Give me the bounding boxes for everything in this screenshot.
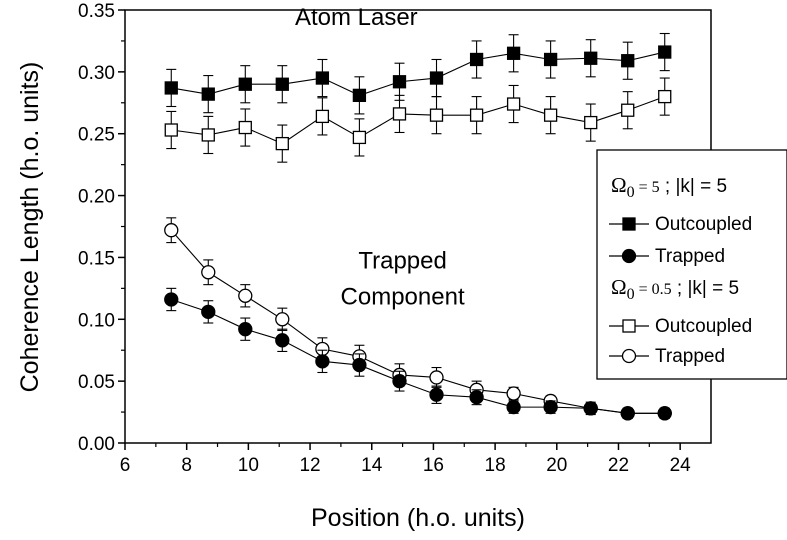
x-tick-label: 8 <box>181 455 192 476</box>
data-point <box>275 312 290 327</box>
data-point <box>201 128 215 142</box>
data-point <box>275 333 290 348</box>
series-1-trapped <box>164 287 672 421</box>
x-tick-label: 14 <box>361 455 383 476</box>
data-point <box>352 357 367 373</box>
x-tick-label: 24 <box>670 455 692 476</box>
legend: Ω0 = 5 ; |k| = 5 Outcoupled Trapped Ω0 = 0.… <box>596 149 787 380</box>
y-tick-label: 0.35 <box>78 1 115 22</box>
annotation-layer: Atom Laser Trapped Component <box>295 4 465 311</box>
x-tick-label: 22 <box>608 455 629 476</box>
data-point <box>621 103 635 117</box>
data-point <box>506 46 521 60</box>
y-axis-label: Coherence Length (h.o. units) <box>16 62 44 393</box>
x-tick-label: 6 <box>120 455 131 476</box>
legend-header-group2: Ω0 = 0.5 ; |k| = 5 <box>611 275 739 303</box>
data-point <box>658 89 672 104</box>
data-point <box>238 120 252 135</box>
series-layer <box>164 32 672 421</box>
data-point <box>657 406 672 421</box>
x-tick-label: 16 <box>423 455 444 476</box>
data-point <box>543 108 558 122</box>
data-point <box>164 123 178 137</box>
legend-marker <box>622 217 636 231</box>
legend-entry-outcoupled-filled: Outcoupled <box>655 214 752 235</box>
data-point <box>469 52 484 67</box>
x-tick-label: 10 <box>238 455 259 476</box>
data-point <box>658 45 672 59</box>
x-axis: 6 8 10 12 14 16 18 20 22 24 <box>120 443 691 476</box>
y-tick-label: 0.15 <box>78 248 115 269</box>
data-point <box>238 322 253 337</box>
annotation-trapped: Trapped <box>358 248 447 275</box>
x-tick-label: 20 <box>546 455 567 476</box>
data-point <box>392 373 407 389</box>
y-tick-label: 0.10 <box>78 310 115 331</box>
x-axis-label: Position (h.o. units) <box>311 504 525 532</box>
data-point <box>506 97 521 111</box>
data-point <box>543 52 558 67</box>
data-point <box>584 115 598 130</box>
data-point <box>506 386 521 401</box>
series-2-outcoupled <box>164 77 672 163</box>
legend-header-group1: Ω0 = 5 ; |k| = 5 <box>611 173 727 201</box>
data-point <box>315 71 330 85</box>
data-point <box>429 108 444 122</box>
series-line <box>171 298 665 414</box>
data-point <box>584 51 598 65</box>
y-axis: 0.00 0.05 0.10 0.15 0.20 0.25 0.30 0.35 <box>78 1 125 455</box>
annotation-atom-laser: Atom Laser <box>295 4 418 31</box>
data-point <box>352 88 367 103</box>
data-point <box>583 401 598 416</box>
y-tick-label: 0.25 <box>78 125 115 146</box>
data-point <box>620 406 635 421</box>
data-point <box>543 399 558 415</box>
x-tick-label: 12 <box>299 455 320 476</box>
data-point <box>352 130 367 145</box>
data-point <box>392 75 407 89</box>
legend-entry-trapped-filled: Trapped <box>655 246 725 267</box>
data-point <box>275 136 289 151</box>
data-point <box>238 288 253 303</box>
legend-marker <box>621 348 637 364</box>
legend-marker <box>621 248 637 264</box>
legend-marker <box>622 319 636 333</box>
data-point <box>469 390 484 405</box>
data-point <box>392 107 407 121</box>
data-point <box>506 399 521 415</box>
y-tick-label: 0.30 <box>78 63 115 84</box>
data-point <box>164 223 179 238</box>
legend-box <box>596 149 787 380</box>
y-tick-label: 0.20 <box>78 187 115 208</box>
data-point <box>315 354 330 369</box>
data-point <box>469 108 484 122</box>
data-point <box>164 292 179 307</box>
data-point <box>201 87 215 101</box>
data-point <box>315 109 330 124</box>
data-point <box>275 77 289 91</box>
data-point <box>164 81 178 95</box>
data-point <box>429 370 444 385</box>
data-point <box>429 387 444 402</box>
y-tick-label: 0.05 <box>78 372 115 393</box>
data-point <box>201 265 216 280</box>
data-point <box>238 77 252 91</box>
annotation-component: Component <box>341 283 465 310</box>
x-tick-label: 18 <box>485 455 506 476</box>
data-point <box>201 304 216 320</box>
series-1-outcoupled <box>164 32 672 115</box>
legend-entry-trapped-open: Trapped <box>655 346 725 367</box>
data-point <box>621 54 635 68</box>
legend-entry-outcoupled-open: Outcoupled <box>655 316 752 337</box>
y-tick-label: 0.00 <box>78 434 115 455</box>
data-point <box>429 71 444 85</box>
